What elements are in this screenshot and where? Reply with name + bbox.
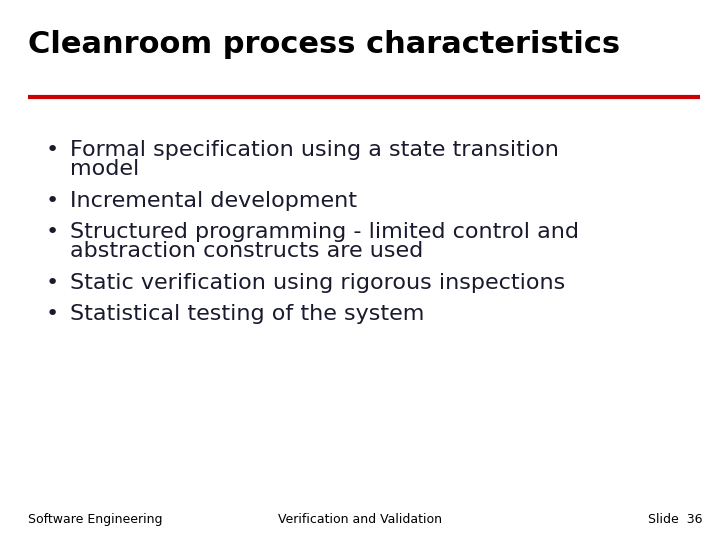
Text: Incremental development: Incremental development <box>70 191 357 211</box>
Text: •: • <box>45 191 58 211</box>
Text: Statistical testing of the system: Statistical testing of the system <box>70 304 424 324</box>
Text: Cleanroom process characteristics: Cleanroom process characteristics <box>28 30 620 59</box>
Text: model: model <box>70 159 139 179</box>
Text: •: • <box>45 304 58 324</box>
Text: •: • <box>45 140 58 160</box>
Text: Formal specification using a state transition: Formal specification using a state trans… <box>70 140 559 160</box>
Text: Static verification using rigorous inspections: Static verification using rigorous inspe… <box>70 273 565 293</box>
Text: Software Engineering: Software Engineering <box>28 513 163 526</box>
Text: Slide  36: Slide 36 <box>647 513 702 526</box>
Text: Verification and Validation: Verification and Validation <box>278 513 442 526</box>
Text: •: • <box>45 273 58 293</box>
Text: Structured programming - limited control and: Structured programming - limited control… <box>70 222 579 242</box>
Text: •: • <box>45 222 58 242</box>
Text: abstraction constructs are used: abstraction constructs are used <box>70 241 423 261</box>
